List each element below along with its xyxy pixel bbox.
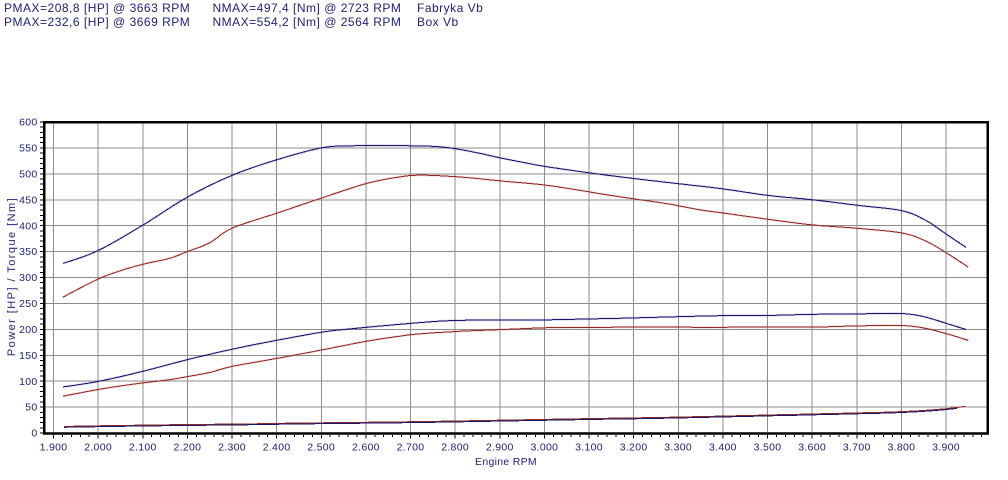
svg-text:500: 500: [19, 168, 37, 180]
svg-text:2.100: 2.100: [129, 442, 157, 454]
svg-text:1.900: 1.900: [40, 442, 68, 454]
svg-text:3.900: 3.900: [932, 442, 960, 454]
svg-text:50: 50: [25, 402, 37, 414]
svg-text:3.000: 3.000: [531, 442, 559, 454]
svg-text:450: 450: [19, 194, 37, 206]
svg-text:550: 550: [19, 143, 37, 155]
svg-text:2.400: 2.400: [263, 442, 291, 454]
svg-text:2.600: 2.600: [352, 442, 380, 454]
svg-text:100: 100: [19, 376, 37, 388]
svg-text:2.800: 2.800: [441, 442, 469, 454]
svg-text:400: 400: [19, 220, 37, 232]
svg-text:2.900: 2.900: [486, 442, 514, 454]
svg-text:2.700: 2.700: [397, 442, 425, 454]
svg-text:3.700: 3.700: [843, 442, 871, 454]
svg-text:2.500: 2.500: [307, 442, 335, 454]
svg-text:2.300: 2.300: [218, 442, 246, 454]
svg-text:3.300: 3.300: [664, 442, 692, 454]
svg-text:250: 250: [19, 298, 37, 310]
svg-text:300: 300: [19, 272, 37, 284]
svg-text:350: 350: [19, 246, 37, 258]
svg-text:2.200: 2.200: [174, 442, 202, 454]
svg-text:0: 0: [31, 428, 37, 440]
svg-text:600: 600: [19, 117, 37, 129]
svg-text:3.200: 3.200: [620, 442, 648, 454]
svg-text:3.500: 3.500: [754, 442, 782, 454]
svg-text:3.600: 3.600: [798, 442, 826, 454]
svg-text:2.000: 2.000: [84, 442, 112, 454]
svg-text:Engine RPM: Engine RPM: [475, 456, 537, 468]
svg-text:Power [HP] / Torque [Nm]: Power [HP] / Torque [Nm]: [6, 197, 18, 356]
svg-text:150: 150: [19, 350, 37, 362]
svg-text:200: 200: [19, 324, 37, 336]
svg-text:3.400: 3.400: [709, 442, 737, 454]
svg-text:3.800: 3.800: [888, 442, 916, 454]
svg-text:3.100: 3.100: [575, 442, 603, 454]
